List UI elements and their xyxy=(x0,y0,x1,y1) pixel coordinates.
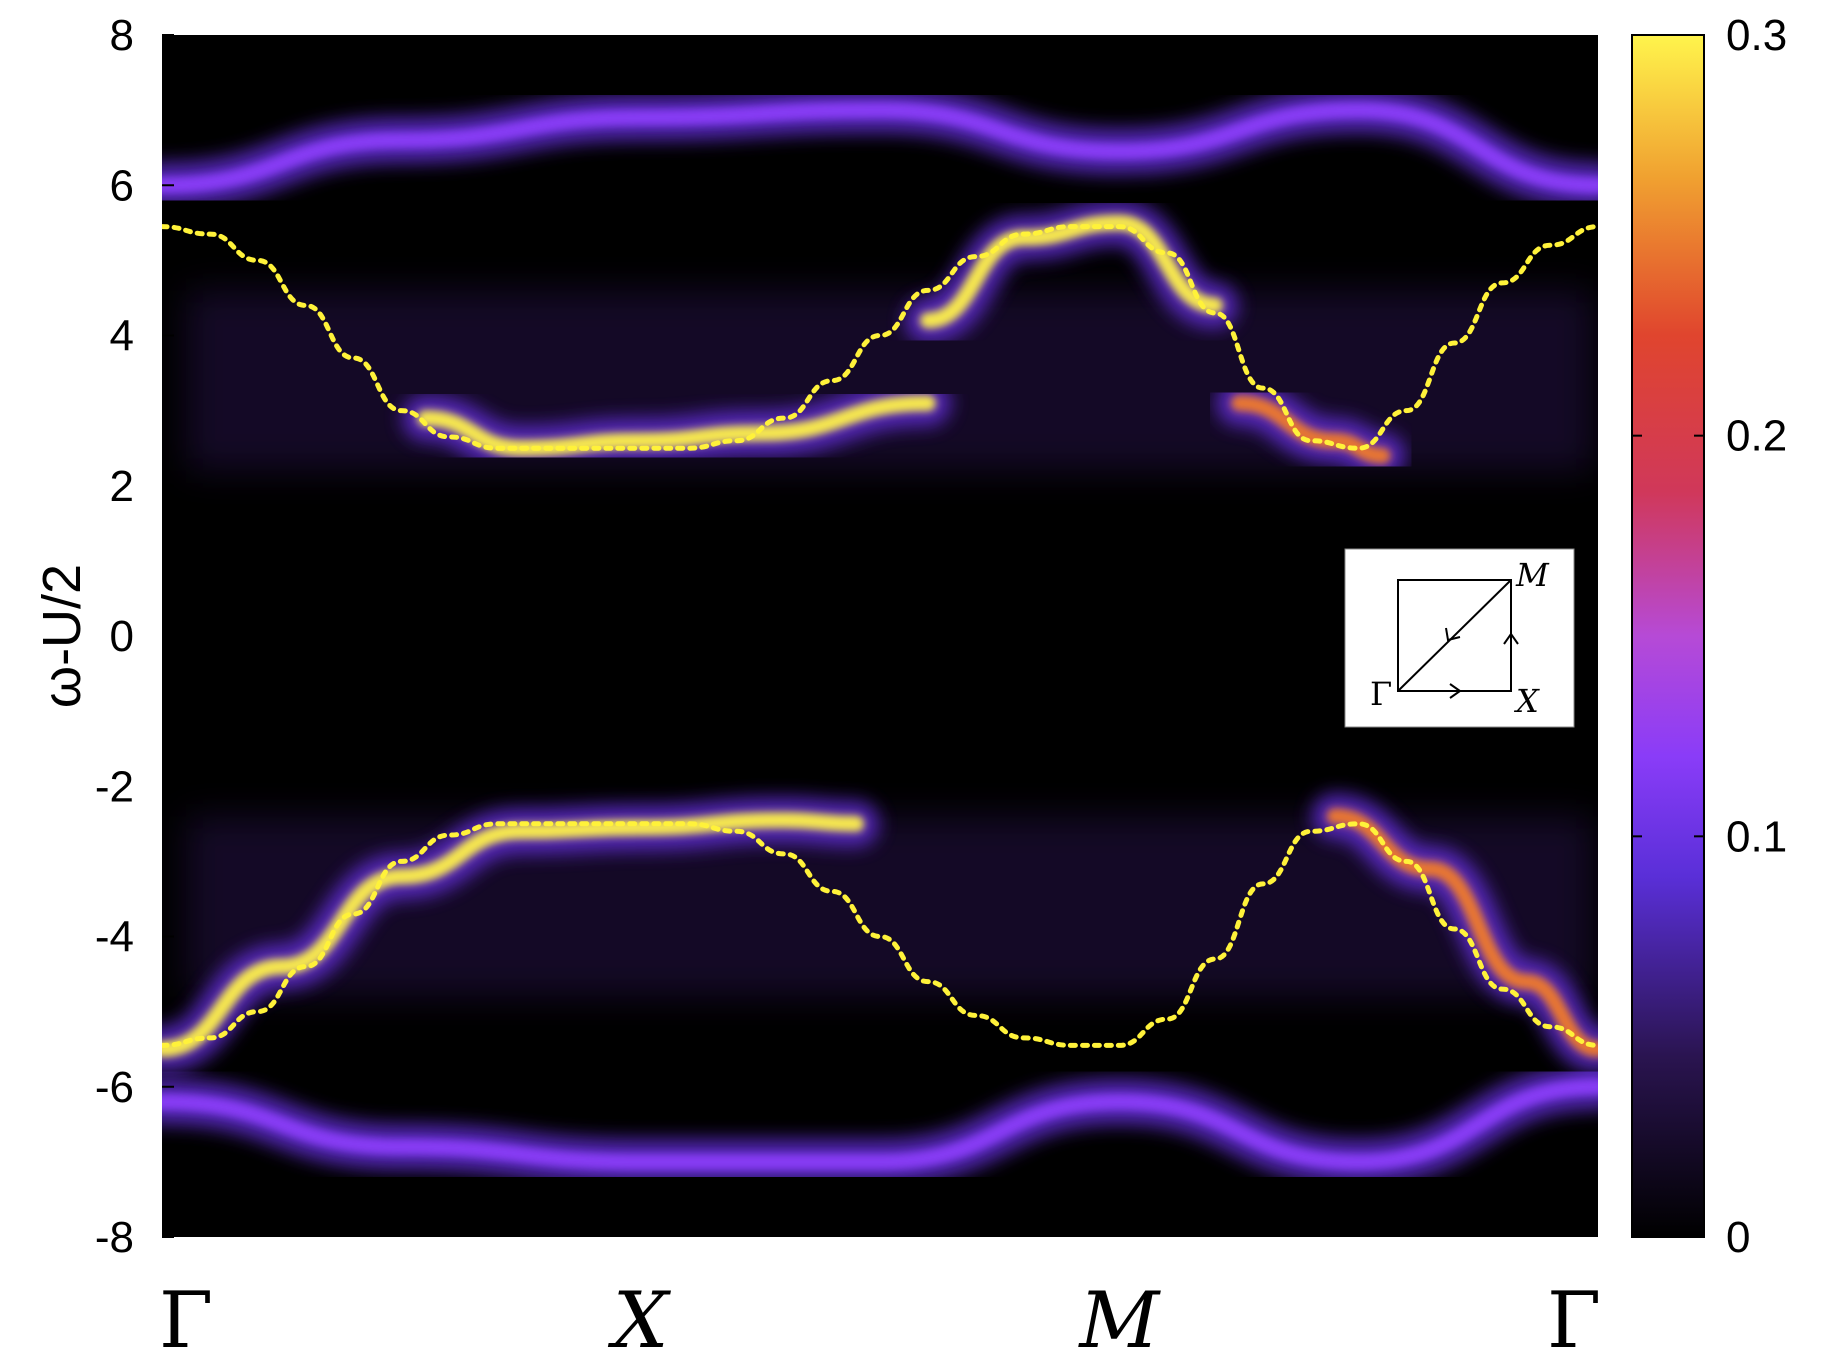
y-tick-label: 4 xyxy=(110,312,134,361)
kpoint-label: X xyxy=(607,1276,672,1362)
colorbar-ticks: 0.3 0.2 0.1 0 xyxy=(1632,11,1787,1262)
y-tick-label: 6 xyxy=(110,161,134,210)
heatmap-layer xyxy=(162,87,1598,1185)
spectral-band-core-lower-qp-a xyxy=(162,812,865,1058)
y-tick-label: 0 xyxy=(110,612,134,661)
y-tick-label: -6 xyxy=(95,1063,134,1112)
dispersion-upper-band xyxy=(162,224,1598,451)
brillouin-zone-inset: Γ X M xyxy=(1344,548,1575,728)
spectral-band-core-upper-qp-b xyxy=(919,214,1224,329)
inset-label-x: X xyxy=(1513,682,1540,720)
spectral-band-core-upper-qp-a xyxy=(417,395,936,457)
kpoint-label: Γ xyxy=(159,1276,213,1362)
y-tick-label: -8 xyxy=(95,1213,134,1262)
inset-diagonal xyxy=(1397,579,1512,692)
dispersion-lower-band xyxy=(162,821,1598,1048)
y-tick-label: 2 xyxy=(110,462,134,511)
y-tick-label: 8 xyxy=(110,11,134,60)
inset-arrow-x-m xyxy=(1503,632,1519,645)
colorbar-tick-label: 0.1 xyxy=(1726,812,1787,861)
spectral-band-core-upper-qp-c xyxy=(1231,395,1391,464)
y-axis-ticks: 8 6 4 2 0 -2 -4 -6 -8 xyxy=(95,11,174,1262)
colorbar-tick-label: 0 xyxy=(1726,1213,1750,1262)
colorbar-tick-label: 0.2 xyxy=(1726,412,1787,461)
colorbar xyxy=(1631,34,1705,1238)
kpoint-label: Γ xyxy=(1547,1276,1601,1362)
kpoint-label: M xyxy=(1077,1276,1161,1362)
spectral-band-core-lower-satellite xyxy=(162,1078,1598,1170)
spectral-band-core-upper-satellite xyxy=(162,102,1598,194)
y-tick-label: -2 xyxy=(95,762,134,811)
dispersion-layer xyxy=(162,224,1598,1048)
inset-arrow-gamma-x xyxy=(1449,683,1462,699)
y-axis-label: ω-U/2 xyxy=(32,564,92,708)
y-tick-label: -4 xyxy=(95,913,134,962)
inset-arrow-m-gamma xyxy=(1445,627,1461,642)
inset-label-m: M xyxy=(1515,556,1550,594)
colorbar-tick-label: 0.3 xyxy=(1726,11,1787,60)
inset-label-gamma: Γ xyxy=(1370,675,1392,713)
